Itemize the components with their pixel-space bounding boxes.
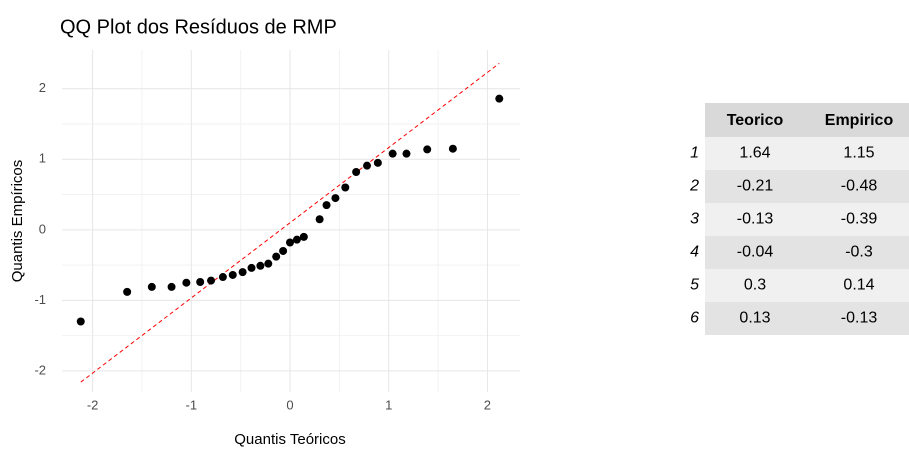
y-tick-label: -1 [34,292,46,307]
point [272,252,281,261]
point [182,278,191,287]
table-row-bg [705,203,909,236]
point [279,246,288,255]
point [373,158,382,167]
table-cell: -0.39 [841,211,878,228]
chart-title: QQ Plot dos Resíduos de RMP [60,16,337,38]
point [495,94,504,103]
row-name: 6 [690,310,699,327]
row-name: 4 [690,244,699,261]
x-tick-label: -1 [186,397,198,412]
point [123,287,132,296]
point [238,268,247,277]
point [167,282,176,291]
x-tick-label: 2 [484,397,491,412]
point [402,149,411,158]
point [341,183,350,192]
table-cell: -0.48 [841,178,878,195]
point [292,235,301,244]
table-row-bg [705,236,909,269]
x-tick-label: -2 [87,397,99,412]
x-axis-label: Quantis Teóricos [234,431,345,448]
point [352,167,361,176]
table-cell: 0.14 [843,277,874,294]
y-tick-label: -2 [34,362,46,377]
table-cell: 0.13 [739,310,770,327]
table-cell: -0.13 [737,211,774,228]
point [363,161,372,170]
point [322,201,331,210]
point [76,317,85,326]
point [264,259,273,268]
table-cell: 1.64 [739,145,770,162]
table-cell: -0.13 [841,310,878,327]
table-row-bg [705,269,909,302]
point [196,277,205,286]
point [286,238,295,247]
point [256,261,265,270]
y-tick-label: 1 [39,151,46,166]
table-cell: -0.04 [737,244,774,261]
reference-line [80,63,500,383]
point [315,215,324,224]
x-tick-label: 0 [286,397,293,412]
y-axis-label: Quantis Empíricos [9,160,26,283]
table-cell: 1.15 [843,145,874,162]
point [247,263,256,272]
table-header-bg [705,103,909,137]
table-row-bg [705,302,909,335]
point [423,145,432,154]
table-header: Empirico [825,112,894,129]
point [207,276,216,285]
point [331,194,340,203]
row-name: 3 [690,211,699,228]
point [147,282,156,291]
table-row-bg [705,170,909,203]
point [448,144,457,153]
row-name: 1 [690,145,699,162]
table-cell: 0.3 [744,277,766,294]
point [218,273,227,282]
table-row-bg [705,137,909,170]
table-cell: -0.21 [737,178,774,195]
row-name: 2 [689,178,699,195]
point [299,232,308,241]
x-tick-label: 1 [385,397,392,412]
y-tick-label: 2 [39,80,46,95]
table-cell: -0.3 [845,244,873,261]
point [388,149,397,158]
y-tick-label: 0 [39,221,46,236]
table-header: Teorico [727,112,784,129]
row-name: 5 [690,277,699,294]
point [228,270,237,279]
